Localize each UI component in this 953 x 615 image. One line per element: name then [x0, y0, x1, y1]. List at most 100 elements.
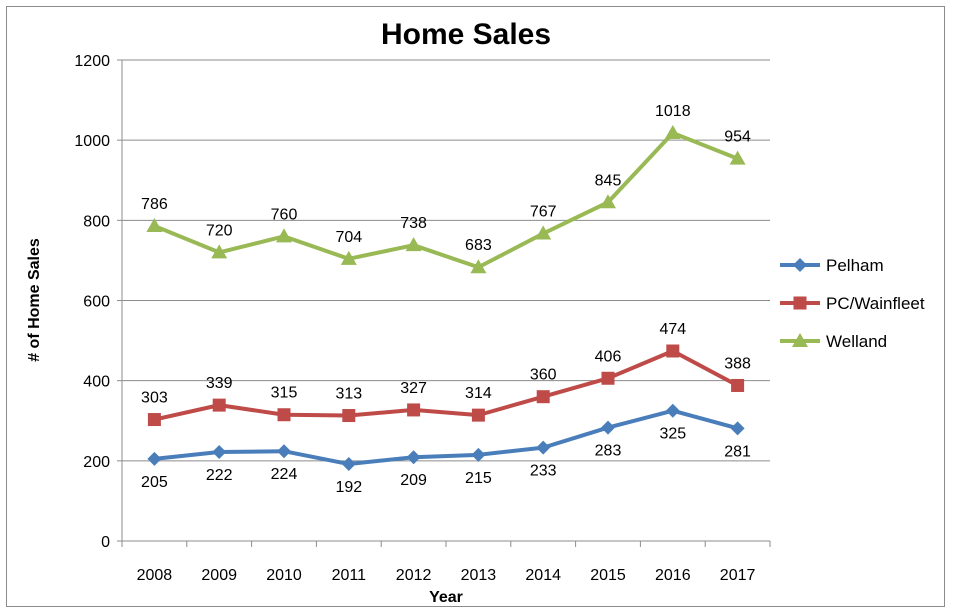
- data-point: [211, 244, 228, 259]
- data-point: [146, 217, 163, 232]
- x-tick-label: 2014: [525, 567, 561, 584]
- gridlines: [122, 59, 770, 462]
- data-point: [664, 124, 681, 139]
- x-axis: 2008 2009 2010 2011 2012 2013 2014 2015 2016 2017: [121, 540, 771, 584]
- data-point: [601, 420, 615, 435]
- x-tick-label: 2015: [590, 567, 626, 584]
- data-label: 704: [335, 229, 362, 246]
- data-point: [341, 457, 356, 472]
- data-label: 786: [141, 196, 168, 213]
- data-label: 738: [400, 215, 427, 232]
- data-label: 281: [724, 443, 751, 460]
- data-label: 767: [530, 204, 557, 221]
- y-tick-label: 1200: [74, 53, 110, 70]
- legend-label: Welland: [826, 332, 887, 351]
- y-tick-label: 1000: [74, 133, 110, 150]
- data-point: [729, 150, 746, 165]
- data-point: [277, 408, 291, 422]
- data-label: 224: [271, 466, 298, 483]
- data-label: 360: [530, 367, 557, 384]
- data-point: [665, 403, 680, 418]
- data-label: 215: [465, 470, 492, 487]
- x-tick-label: 2013: [461, 567, 497, 584]
- data-point: [407, 403, 421, 417]
- data-point: [666, 344, 680, 358]
- data-point: [601, 371, 615, 385]
- legend: Pelham PC/Wainfleet Welland: [780, 256, 925, 351]
- data-point: [731, 378, 745, 392]
- data-point: [147, 451, 162, 466]
- data-point: [536, 440, 551, 455]
- data-label: 388: [724, 355, 751, 372]
- legend-item-welland: Welland: [780, 332, 887, 351]
- data-label: 760: [271, 206, 298, 223]
- data-label: 474: [659, 321, 686, 338]
- data-label: 720: [206, 222, 233, 239]
- y-tick-label: 200: [83, 454, 110, 471]
- x-axis-label: Year: [429, 589, 463, 606]
- y-axis: 0 200 400 600 800 1000 1200: [74, 53, 123, 551]
- data-point: [536, 390, 550, 404]
- data-point: [340, 250, 357, 265]
- data-point: [405, 237, 422, 252]
- data-point: [212, 398, 226, 412]
- legend-marker: [793, 258, 807, 272]
- x-tick-label: 2012: [396, 567, 432, 584]
- x-tick-label: 2016: [655, 567, 691, 584]
- data-point: [600, 194, 616, 209]
- data-point: [276, 228, 292, 243]
- series-pc-wainfleet: 303 339 315 313 327 314 360 406 474 388: [141, 321, 751, 427]
- y-tick-label: 600: [83, 294, 110, 311]
- data-label: 1018: [655, 103, 691, 120]
- data-label: 192: [335, 479, 362, 496]
- x-tick-label: 2009: [201, 567, 237, 584]
- x-tick-label: 2010: [266, 567, 302, 584]
- data-label: 315: [271, 385, 298, 402]
- data-point: [277, 444, 291, 459]
- data-label: 222: [206, 467, 233, 484]
- data-point: [471, 408, 485, 422]
- data-label: 283: [595, 443, 622, 460]
- legend-label: PC/Wainfleet: [826, 294, 925, 313]
- series-line-pelham: [154, 408, 739, 467]
- data-label: 314: [465, 385, 492, 402]
- data-point: [212, 445, 227, 460]
- y-tick-label: 0: [101, 534, 110, 551]
- data-label: 325: [659, 426, 686, 443]
- data-point: [535, 225, 552, 240]
- data-label: 339: [206, 375, 233, 392]
- legend-label: Pelham: [826, 256, 884, 275]
- chart-title: Home Sales: [381, 18, 551, 51]
- data-label: 209: [400, 472, 427, 489]
- data-point: [471, 447, 486, 462]
- series-line-welland: [153, 130, 739, 270]
- data-point: [406, 450, 421, 465]
- series-welland: 786 720 760 704 738 683 767 845 1018 954: [141, 103, 751, 274]
- y-tick-label: 800: [83, 213, 110, 230]
- data-label: 303: [141, 390, 168, 407]
- legend-marker: [792, 333, 808, 347]
- legend-item-pc-wainfleet: PC/Wainfleet: [780, 294, 925, 313]
- data-label: 954: [724, 129, 751, 146]
- data-label: 406: [595, 348, 622, 365]
- data-label: 205: [141, 474, 168, 491]
- x-tick-label: 2017: [720, 567, 756, 584]
- data-label: 683: [465, 237, 492, 254]
- series-line-pc-wainfleet: [153, 349, 739, 422]
- x-tick-label: 2008: [137, 567, 173, 584]
- data-point: [470, 259, 487, 274]
- data-point: [342, 409, 356, 423]
- data-label: 233: [530, 463, 557, 480]
- x-tick-label: 2011: [332, 567, 367, 584]
- legend-marker: [793, 296, 807, 310]
- data-point: [730, 421, 745, 436]
- data-point: [147, 413, 161, 427]
- y-tick-label: 400: [83, 374, 110, 391]
- data-label: 327: [400, 380, 427, 397]
- data-label: 313: [335, 386, 362, 403]
- data-label: 845: [595, 172, 622, 189]
- chart-frame: [6, 6, 945, 607]
- legend-item-pelham: Pelham: [780, 256, 884, 275]
